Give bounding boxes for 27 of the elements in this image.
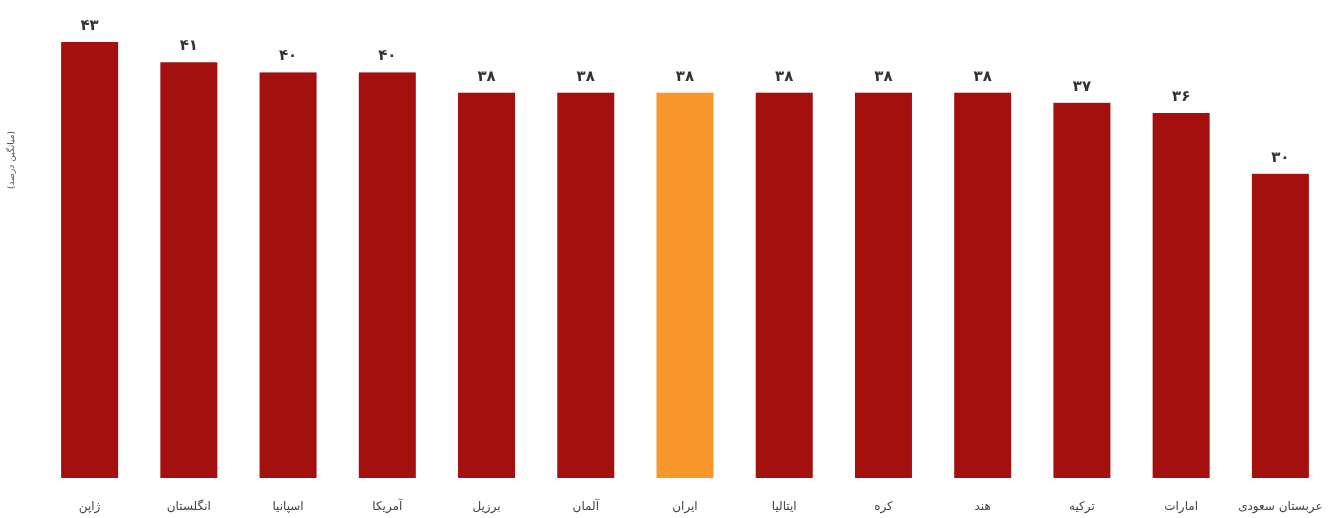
data-label: ۳۸ (576, 66, 595, 85)
data-label: ۴۳ (80, 16, 99, 34)
x-tick-label: ژاپن (78, 499, 101, 514)
data-label: ۳۸ (874, 66, 893, 85)
x-tick-label: ایران (672, 499, 698, 514)
x-tick-label: عربستان سعودی (1238, 499, 1323, 514)
x-tick-label: ایتالیا (771, 499, 797, 513)
x-tick-label: آلمان (572, 498, 600, 513)
data-label: ۳۸ (477, 66, 496, 85)
data-label: ۳۷ (1072, 76, 1092, 95)
data-label: ۴۱ (179, 36, 198, 55)
x-tick-label: انگلستان (166, 499, 211, 513)
data-label: ۳۸ (675, 66, 695, 85)
data-label: ۳۸ (775, 66, 794, 85)
x-tick-label: آمریکا (372, 498, 403, 514)
data-label: ۳۸ (973, 66, 992, 85)
x-tick-label: هند (974, 499, 991, 513)
x-tick-label: کره (874, 499, 894, 514)
x-tick-label: اسپانیا (272, 499, 304, 513)
x-tick-label: امارات (1164, 499, 1199, 514)
data-label: ۴۰ (278, 46, 298, 65)
y-axis-title: (میانگین درصد) (5, 131, 16, 189)
x-tick-label: برزیل (472, 499, 501, 514)
data-label: ۳۰ (1271, 147, 1290, 166)
data-label: ۴۰ (378, 46, 397, 65)
data-label: ۳۶ (1172, 86, 1191, 105)
x-tick-label: ترکیه (1069, 499, 1095, 514)
